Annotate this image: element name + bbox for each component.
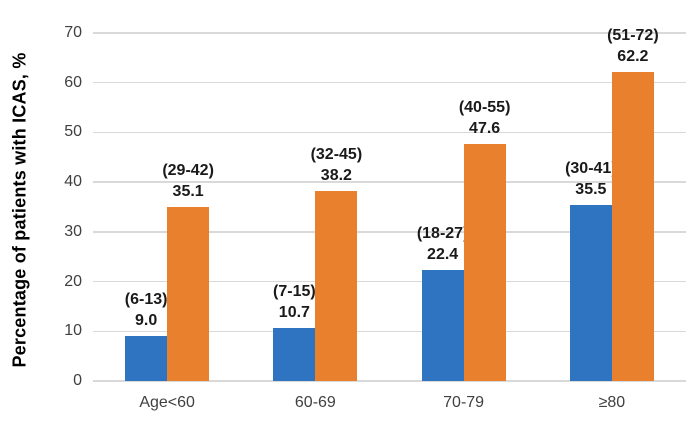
ci-label: (51-72) bbox=[607, 26, 659, 44]
ci-label: (40-55) bbox=[458, 99, 511, 117]
x-category-label: 60-69 bbox=[294, 394, 336, 411]
y-tick-label: 30 bbox=[64, 222, 82, 240]
bar-blue-series bbox=[421, 269, 464, 381]
gridline bbox=[93, 32, 686, 34]
x-category-label: Age<60 bbox=[139, 394, 195, 411]
y-axis-title: Percentage of patients with ICAS, % bbox=[9, 52, 30, 368]
bar-orange-series bbox=[315, 191, 358, 381]
value-label: 62.2 bbox=[617, 47, 649, 65]
gridline bbox=[93, 330, 686, 333]
ci-label: (6-13) bbox=[124, 291, 168, 309]
bar-label-blue-series: (6-13) 9.0 bbox=[76, 289, 216, 331]
ci-label: (30-41) bbox=[565, 159, 617, 177]
plot-area: (6-13) 9.0 (29-42) 35.1 (7-15) 10.7 (32-45) 38.… bbox=[93, 27, 686, 382]
bar-orange-series bbox=[167, 206, 210, 381]
bar-label-orange-series: (40-55) 47.6 bbox=[415, 97, 555, 139]
bar-label-orange-series: (51-72) 62.2 bbox=[563, 25, 700, 67]
value-label: 35.5 bbox=[575, 180, 607, 198]
ci-label: (32-45) bbox=[310, 146, 363, 164]
bar-blue-series bbox=[273, 327, 316, 381]
y-tick-label: 0 bbox=[73, 372, 82, 389]
value-label: 10.7 bbox=[278, 303, 310, 321]
y-tick-label: 40 bbox=[64, 173, 82, 191]
gridline bbox=[93, 280, 686, 283]
gridline bbox=[93, 380, 686, 382]
bar-label-blue-series: (30-41) 35.5 bbox=[521, 158, 661, 200]
y-tick-label: 70 bbox=[64, 24, 82, 41]
gridline bbox=[93, 181, 686, 183]
bar-orange-series bbox=[463, 144, 506, 381]
y-tick-label: 60 bbox=[64, 73, 82, 91]
x-category-label: 70-79 bbox=[443, 394, 485, 411]
value-label: 38.2 bbox=[320, 167, 352, 185]
value-label: 9.0 bbox=[135, 312, 158, 330]
ci-label: (29-42) bbox=[162, 161, 214, 179]
y-tick-label: 20 bbox=[64, 272, 82, 290]
value-label: 35.1 bbox=[172, 182, 204, 200]
value-label: 22.4 bbox=[427, 245, 459, 263]
ci-label: (7-15) bbox=[273, 282, 316, 300]
bar-blue-series bbox=[569, 204, 612, 381]
y-tick-label: 50 bbox=[64, 123, 82, 141]
gridline bbox=[93, 131, 686, 134]
bar-label-orange-series: (29-42) 35.1 bbox=[118, 160, 258, 202]
x-category-label: ≥80 bbox=[598, 394, 626, 411]
bar-orange-series bbox=[611, 71, 654, 381]
value-label: 47.6 bbox=[469, 120, 501, 138]
bar-label-blue-series: (18-27) 22.4 bbox=[373, 223, 513, 265]
gridline bbox=[93, 81, 686, 84]
bar-blue-series bbox=[125, 336, 168, 381]
bar-label-orange-series: (32-45) 38.2 bbox=[266, 144, 406, 186]
bar-label-blue-series: (7-15) 10.7 bbox=[224, 281, 364, 323]
ci-label: (18-27) bbox=[416, 224, 469, 242]
gridline bbox=[93, 231, 686, 233]
y-tick-label: 10 bbox=[64, 322, 82, 340]
